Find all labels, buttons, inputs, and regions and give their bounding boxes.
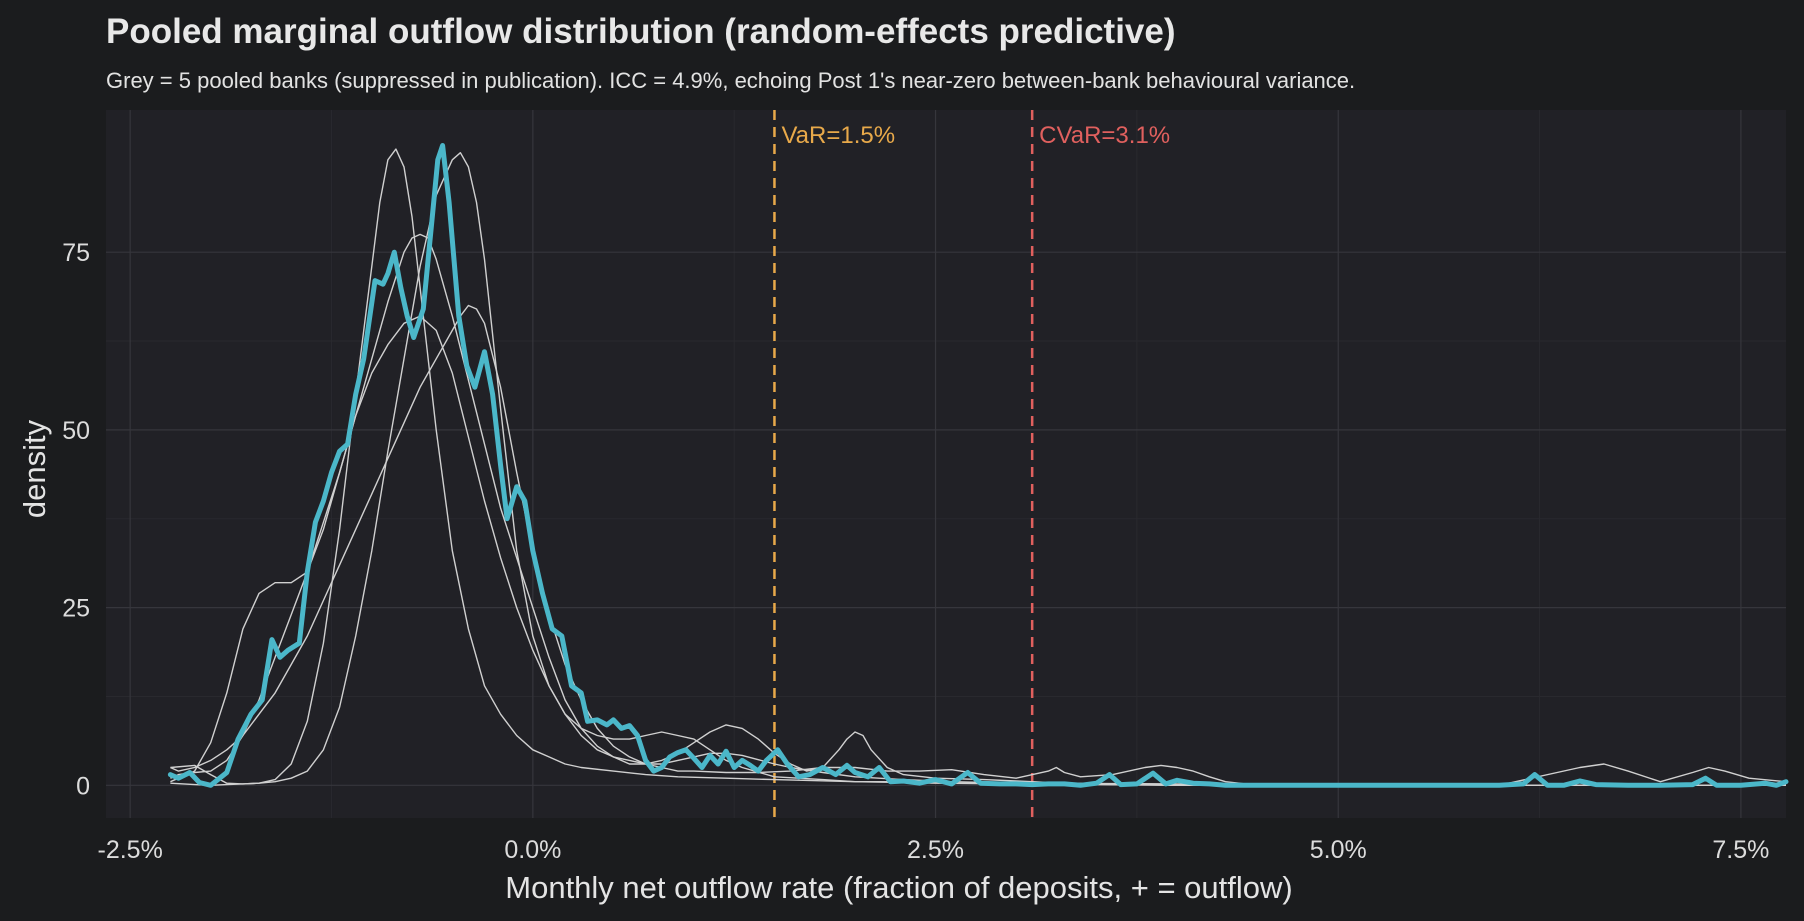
x-tick-label: 2.5% <box>907 836 964 864</box>
reference-line-label: VaR=1.5% <box>781 122 895 149</box>
bank-density-curve <box>170 233 1786 786</box>
x-tick-label: 5.0% <box>1310 836 1367 864</box>
pooled-density-curve-group <box>167 143 1789 788</box>
x-axis-ticks: -2.5% 0.0% 2.5% 5.0% 7.5% <box>98 836 1770 864</box>
pooled-density-curve <box>167 143 1789 788</box>
x-tick-label: 7.5% <box>1712 836 1769 864</box>
grid-layer <box>106 110 1786 818</box>
y-tick-label: 0 <box>76 772 90 800</box>
chart-title: Pooled marginal outflow distribution (ra… <box>106 12 1176 51</box>
x-tick-label: 0.0% <box>504 836 561 864</box>
x-axis-title: Monthly net outflow rate (fraction of de… <box>505 870 1292 905</box>
bank-density-curve <box>170 152 1786 786</box>
reference-line-label: CVaR=3.1% <box>1039 122 1170 149</box>
y-tick-label: 50 <box>62 417 90 445</box>
plot-panel <box>106 110 1786 818</box>
reference-lines: VaR=1.5% CVaR=3.1% <box>773 110 1170 818</box>
y-tick-label: 75 <box>62 239 90 267</box>
y-tick-label: 25 <box>62 595 90 623</box>
x-tick-label: -2.5% <box>98 836 163 864</box>
chart-subtitle: Grey = 5 pooled banks (suppressed in pub… <box>106 68 1356 93</box>
y-axis-ticks: 0 25 50 75 <box>62 239 90 800</box>
y-axis-title: density <box>17 419 52 518</box>
